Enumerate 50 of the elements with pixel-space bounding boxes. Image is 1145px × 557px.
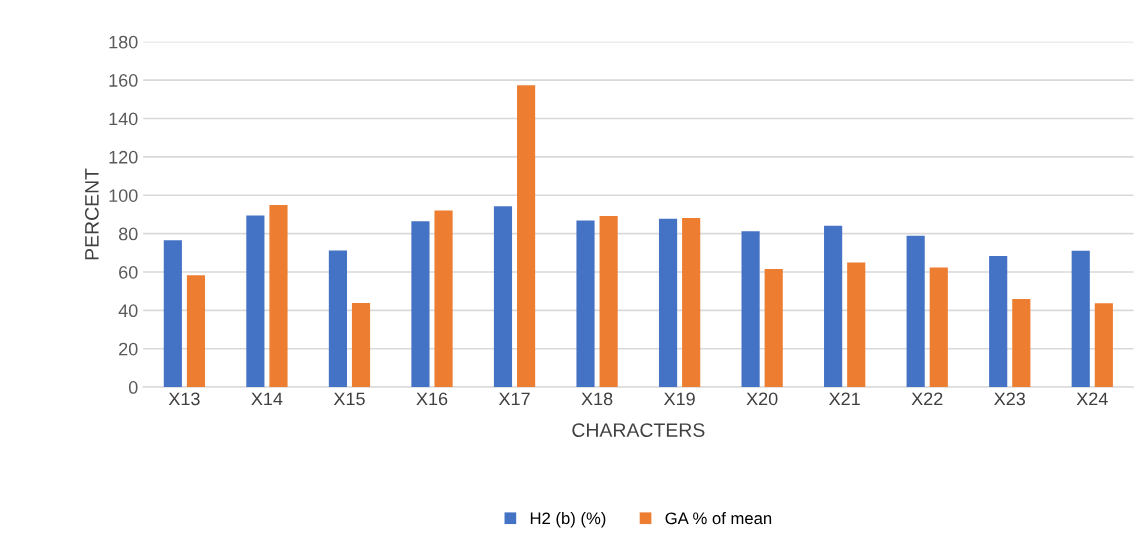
bar (576, 220, 595, 388)
bar (847, 262, 866, 388)
bar (906, 235, 925, 388)
x-tick-label: X23 (994, 392, 1026, 406)
bar (682, 217, 701, 388)
legend-label: H2 (b) (%) (530, 511, 606, 528)
x-tick-label: X22 (911, 392, 943, 406)
bar (658, 218, 678, 388)
x-tick-label: X15 (333, 392, 365, 406)
bar (434, 210, 453, 388)
bar (411, 221, 430, 388)
x-tick-label: X16 (416, 392, 448, 406)
x-tick-label: X20 (746, 392, 778, 406)
x-tick-label: X24 (1076, 392, 1108, 406)
bar (186, 275, 206, 388)
y-tick-label: 80 (118, 227, 138, 241)
x-tick-label: X14 (251, 392, 283, 406)
bar (1012, 299, 1031, 388)
bar (328, 250, 347, 388)
y-axis-title: PERCENT (84, 168, 99, 260)
y-tick-label: 0 (128, 381, 138, 394)
bar (269, 205, 288, 388)
x-tick-label: X13 (168, 392, 200, 406)
y-tick-label: 100 (109, 189, 138, 202)
bar (989, 256, 1008, 388)
bar (493, 206, 513, 388)
bar (351, 303, 371, 388)
legend-label: GA % of mean (665, 512, 772, 525)
y-tick-label: 20 (119, 342, 138, 356)
y-tick-label: 60 (119, 265, 138, 279)
y-tick-label: 160 (109, 74, 138, 87)
bar (599, 215, 618, 388)
bar (517, 85, 536, 388)
bar (824, 225, 843, 388)
x-tick-label: X19 (663, 392, 695, 406)
bar (1071, 250, 1090, 388)
x-tick-label: X21 (829, 392, 860, 406)
y-tick-label: 40 (118, 304, 138, 318)
bar (1094, 303, 1113, 388)
bar (246, 215, 265, 388)
x-axis-title: CHARACTERS (572, 423, 705, 437)
bar (929, 267, 948, 388)
bar (741, 231, 760, 388)
bar (764, 268, 783, 388)
y-tick-label: 140 (109, 112, 138, 126)
x-tick-label: X17 (498, 392, 530, 406)
y-tick-label: 120 (109, 150, 138, 164)
x-tick-label: X18 (581, 392, 613, 406)
bar (163, 240, 182, 388)
y-tick-label: 180 (109, 35, 138, 49)
